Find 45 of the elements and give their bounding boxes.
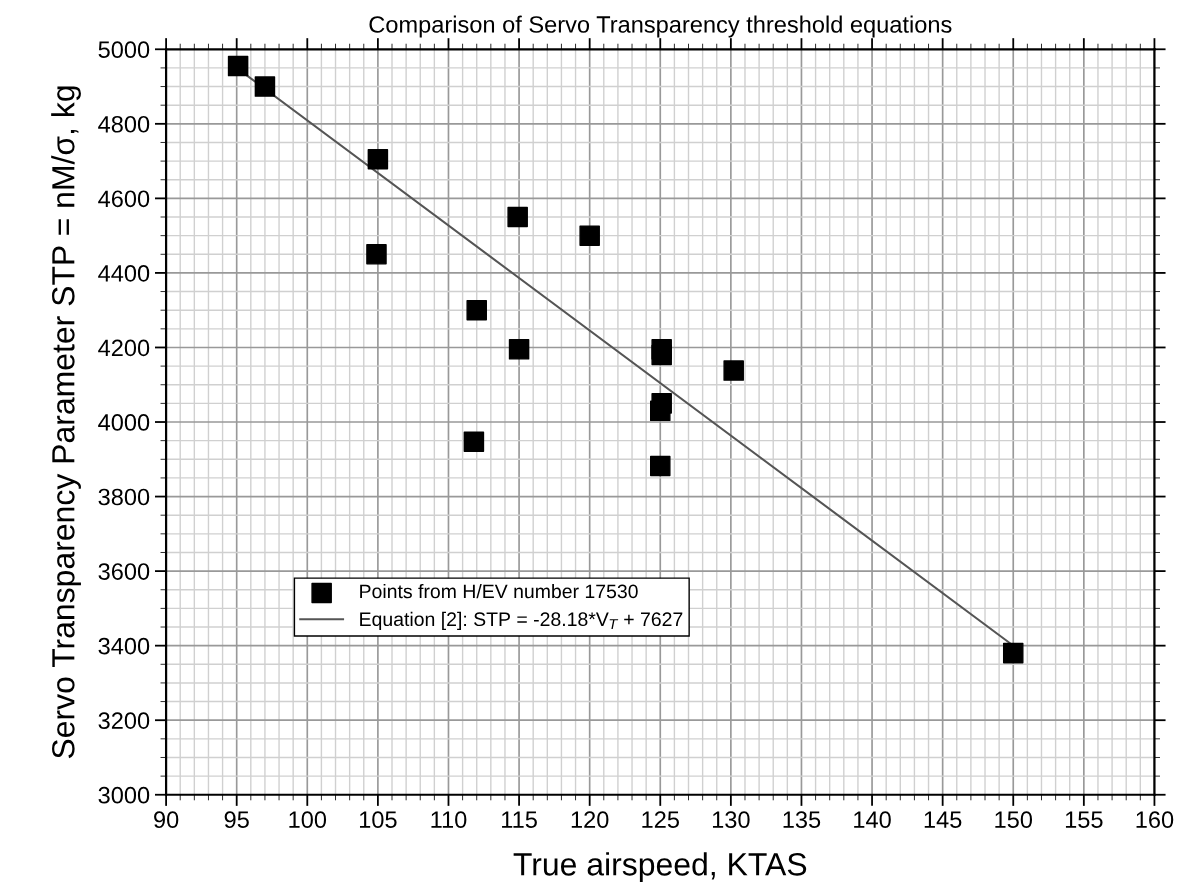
x-tick-label: 130 — [712, 811, 750, 829]
point — [367, 148, 389, 170]
x-tick-label: 95 — [224, 811, 249, 829]
x-tick-label: 150 — [995, 811, 1033, 829]
legend-label: Equation [2]: STP = -28.18*V$_{T}$ + 7627 — [360, 611, 683, 630]
legend-label: Points from H/EV number 17530 — [360, 583, 638, 599]
point — [463, 431, 485, 453]
y-tick-label: 4000 — [98, 414, 150, 431]
point — [650, 455, 671, 477]
y-tick-label: 4600 — [98, 190, 150, 208]
y-tick-label: 3600 — [98, 563, 150, 580]
x-tick-label: 135 — [783, 811, 821, 829]
y-tick-label: 4200 — [98, 339, 150, 357]
point — [723, 360, 744, 381]
point — [508, 339, 530, 360]
point — [650, 400, 671, 422]
y-tick-label: 3400 — [98, 637, 150, 655]
point — [366, 244, 387, 265]
x-tick-label: 110 — [431, 811, 467, 829]
point — [651, 344, 672, 366]
x-tick-label: 90 — [154, 811, 179, 829]
y-tick-label: 3000 — [98, 786, 150, 804]
point — [254, 76, 276, 97]
point — [1002, 642, 1024, 664]
x-tick-label: 115 — [502, 811, 537, 829]
y-tick-label: 3800 — [98, 488, 150, 506]
y-axis-title: Servo Transparency Parameter STP = nM/σ, kg — [51, 86, 81, 759]
x-tick-label: 125 — [642, 811, 679, 829]
point — [227, 55, 249, 77]
x-tick-label: 155 — [1065, 811, 1103, 829]
x-tick-label: 140 — [854, 811, 891, 829]
x-tick-label: 145 — [924, 811, 962, 829]
x-axis-title: True airspeed, KTAS — [513, 852, 807, 882]
x-tick-label: 160 — [1136, 811, 1174, 829]
x-tick-label: 100 — [289, 811, 327, 829]
y-tick-label: 4800 — [98, 115, 150, 133]
x-tick-label: 105 — [359, 811, 397, 829]
point — [507, 206, 528, 228]
y-tick-label: 3200 — [98, 712, 150, 729]
chart-title: Comparison of Servo Transparency threshold equations — [369, 15, 952, 38]
x-tick-label: 120 — [571, 811, 609, 829]
y-tick-label: 5000 — [98, 41, 150, 59]
y-tick-label: 4400 — [98, 264, 150, 282]
point — [579, 225, 600, 246]
point — [466, 299, 487, 321]
